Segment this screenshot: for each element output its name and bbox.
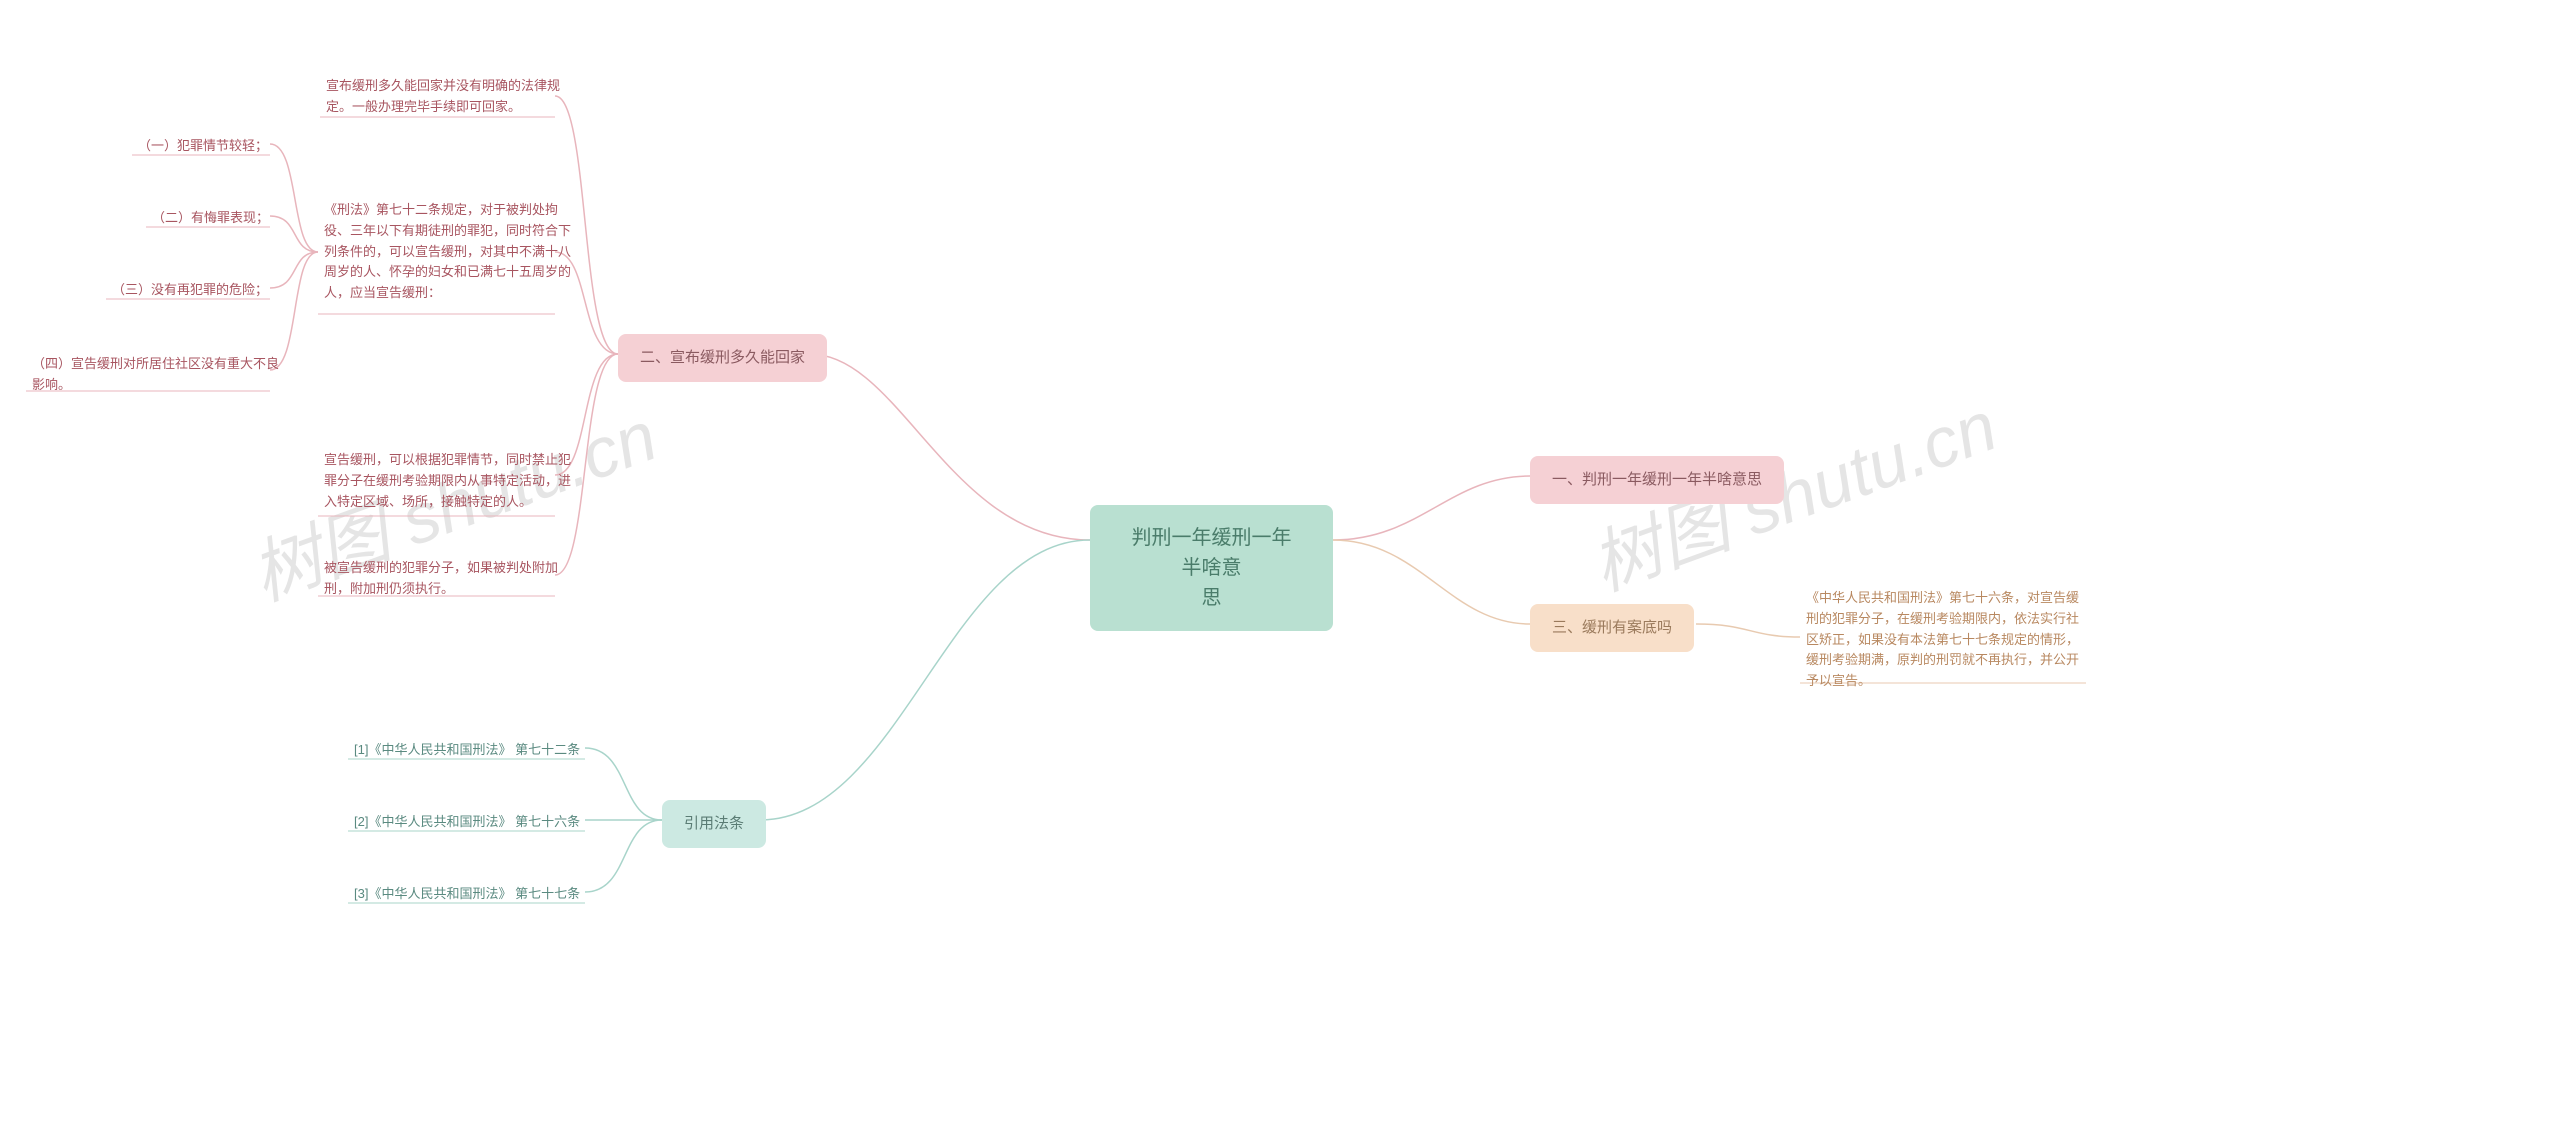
branch-2-leaf-3: 宣告缓刑，可以根据犯罪情节，同时禁止犯罪分子在缓刑考验期限内从事特定活动，进入特…	[318, 442, 578, 520]
branch-4-leaf-3: [3]《中华人民共和国刑法》 第七十七条	[348, 876, 586, 913]
branch-3-leaf-1: 《中华人民共和国刑法》第七十六条，对宣告缓刑的犯罪分子，在缓刑考验期限内，依法实…	[1800, 580, 2090, 700]
branch-3-title: 三、缓刑有案底吗	[1552, 619, 1672, 636]
branch-4: 引用法条	[662, 800, 766, 848]
root-node: 判刑一年缓刑一年半啥意 思	[1090, 505, 1333, 631]
branch-2-title: 二、宣布缓刑多久能回家	[640, 349, 805, 366]
branch-4-leaf-1: [1]《中华人民共和国刑法》 第七十二条	[348, 732, 586, 769]
branch-1-title: 一、判刑一年缓刑一年半啥意思	[1552, 471, 1762, 488]
branch-2-leaf-1: 宣布缓刑多久能回家并没有明确的法律规定。一般办理完毕手续即可回家。	[320, 68, 580, 126]
branch-2-leaf-2-sub-1: （一）犯罪情节较轻；	[132, 128, 274, 165]
branch-2-leaf-4: 被宣告缓刑的犯罪分子，如果被判处附加刑，附加刑仍须执行。	[318, 550, 578, 608]
root-line1: 判刑一年缓刑一年半啥意	[1132, 527, 1292, 579]
branch-2-leaf-2-sub-4: （四）宣告缓刑对所居住社区没有重大不良影响。	[26, 346, 286, 404]
branch-1: 一、判刑一年缓刑一年半啥意思	[1530, 456, 1784, 504]
branch-4-title: 引用法条	[684, 815, 744, 832]
root-line2: 思	[1202, 587, 1222, 609]
branch-2: 二、宣布缓刑多久能回家	[618, 334, 827, 382]
branch-2-leaf-2: 《刑法》第七十二条规定，对于被判处拘役、三年以下有期徒刑的罪犯，同时符合下列条件…	[318, 192, 578, 312]
branch-2-leaf-2-sub-3: （三）没有再犯罪的危险；	[106, 272, 274, 309]
branch-3: 三、缓刑有案底吗	[1530, 604, 1694, 652]
branch-4-leaf-2: [2]《中华人民共和国刑法》 第七十六条	[348, 804, 586, 841]
branch-2-leaf-2-sub-2: （二）有悔罪表现；	[146, 200, 275, 237]
